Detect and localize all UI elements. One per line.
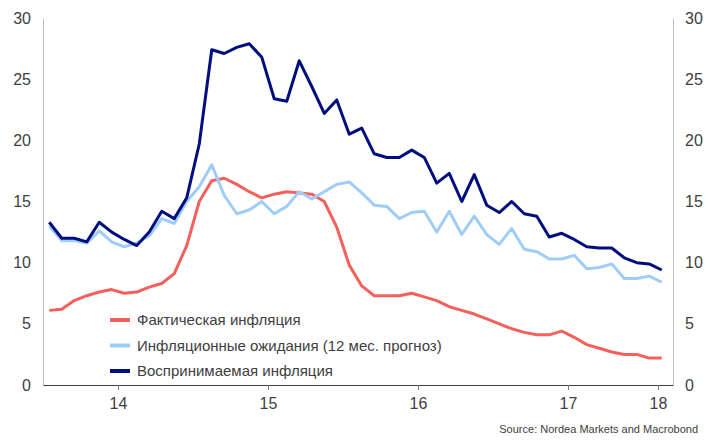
tick-label: 10 — [685, 254, 703, 271]
x-axis: 14 15 16 17 18 — [44, 385, 674, 412]
tick-label: 16 — [410, 395, 428, 412]
tick-label: 18 — [650, 395, 668, 412]
tick-label: 30 — [685, 10, 703, 27]
tick: 20 — [13, 132, 43, 149]
legend: Фактическая инфляция Инфляционные ожидани… — [110, 311, 442, 379]
tick: 30 — [673, 10, 703, 27]
tick: 16 — [410, 385, 428, 412]
tick: 5 — [673, 315, 694, 332]
y2-axis: 0 5 10 15 20 25 30 — [673, 10, 703, 394]
tick: 14 — [110, 385, 128, 412]
series-line — [49, 165, 661, 282]
tick-mark — [568, 385, 569, 390]
tick: 0 — [22, 377, 43, 394]
tick: 5 — [22, 315, 43, 332]
tick-label: 20 — [685, 132, 703, 149]
legend-label: Инфляционные ожидания (12 мес. прогноз) — [137, 337, 442, 354]
legend-swatch — [110, 369, 130, 373]
tick-mark — [658, 385, 659, 390]
tick-mark — [418, 385, 419, 390]
tick: 25 — [673, 71, 703, 88]
tick-label: 0 — [22, 377, 31, 394]
series-line — [49, 178, 661, 358]
tick-label: 15 — [13, 193, 31, 210]
axis-line — [43, 19, 44, 386]
tick-label: 10 — [13, 254, 31, 271]
tick: 15 — [260, 385, 278, 412]
legend-label: Воспринимаемая инфляция — [137, 362, 333, 379]
tick: 10 — [673, 254, 703, 271]
tick-mark — [268, 385, 269, 390]
axis-line — [44, 385, 674, 386]
legend-label: Фактическая инфляция — [137, 311, 301, 328]
legend-swatch — [110, 318, 130, 322]
tick-label: 25 — [13, 71, 31, 88]
tick: 18 — [650, 385, 668, 412]
legend-swatch — [110, 344, 130, 348]
tick: 17 — [560, 385, 578, 412]
tick-mark — [118, 385, 119, 390]
tick: 15 — [673, 193, 703, 210]
legend-item: Воспринимаемая инфляция — [110, 362, 333, 379]
tick-label: 30 — [13, 10, 31, 27]
source: Source: Nordea Markets and Macrobond — [499, 423, 698, 435]
legend-item: Фактическая инфляция — [110, 311, 301, 328]
tick: 25 — [13, 71, 43, 88]
tick: 15 — [13, 193, 43, 210]
tick: 20 — [673, 132, 703, 149]
tick: 0 — [673, 377, 694, 394]
series-line — [49, 44, 661, 270]
tick: 10 — [13, 254, 43, 271]
tick-label: 15 — [260, 395, 278, 412]
axis-line — [673, 19, 674, 386]
y-axis: 0 5 10 15 20 25 30 — [13, 10, 43, 394]
lines — [49, 44, 661, 358]
tick-label: 20 — [13, 132, 31, 149]
legend-item: Инфляционные ожидания (12 мес. прогноз) — [110, 337, 442, 354]
tick-label: 25 — [685, 71, 703, 88]
tick-label: 5 — [685, 315, 694, 332]
tick-label: 17 — [560, 395, 578, 412]
chart-svg: 0 5 10 15 20 25 30 0 5 10 15 20 25 30 14 15 16 17 18 Фактич… — [0, 0, 710, 448]
tick: 30 — [13, 10, 43, 27]
chart-container: 0 5 10 15 20 25 30 0 5 10 15 20 25 30 14 15 16 17 18 Фактич… — [0, 0, 710, 448]
tick-label: 0 — [685, 377, 694, 394]
tick-label: 14 — [110, 395, 128, 412]
tick-label: 15 — [685, 193, 703, 210]
tick-label: 5 — [22, 315, 31, 332]
